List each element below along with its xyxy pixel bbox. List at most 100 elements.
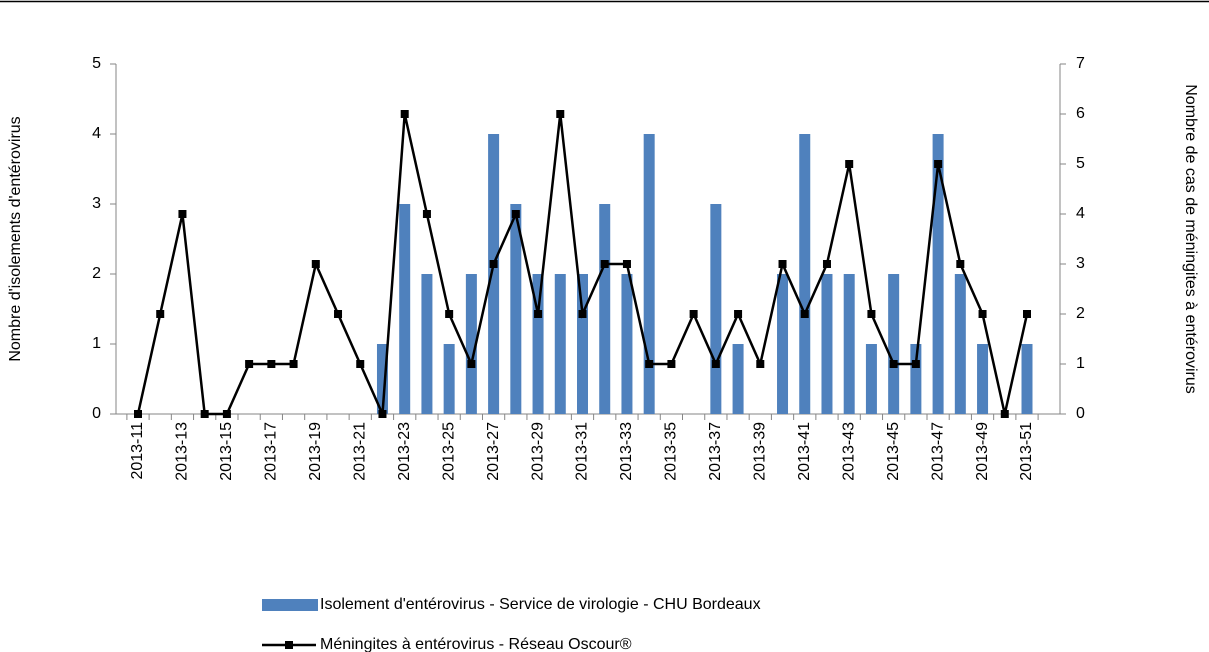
line-marker [489, 260, 498, 268]
line-marker [978, 310, 987, 318]
x-tick-label: 2013-41 [796, 422, 813, 481]
line-marker [1023, 310, 1031, 318]
bar [865, 344, 877, 414]
line-marker [689, 310, 698, 318]
x-tick-label: 2013-11 [129, 422, 146, 480]
line-marker [734, 310, 743, 318]
bar [910, 344, 922, 414]
x-tick-label: 2013-35 [663, 422, 680, 481]
line-marker [511, 210, 520, 218]
line-marker [845, 160, 854, 168]
line-marker [222, 410, 231, 418]
line-marker [600, 260, 609, 268]
y-tick-label: 0 [92, 405, 101, 422]
line-marker [178, 210, 187, 218]
line-marker [200, 410, 209, 418]
line-marker [1000, 410, 1009, 418]
y2-tick-label: 7 [1076, 55, 1085, 72]
x-tick-label: 2013-47 [929, 422, 946, 481]
legend-label: Méningites à entérovirus - Réseau Oscour… [320, 636, 632, 652]
x-tick-label: 2013-49 [974, 422, 991, 481]
y-tick-label: 1 [92, 335, 101, 352]
x-tick-label: 2013-23 [396, 422, 413, 481]
bar [532, 274, 544, 414]
x-tick-label: 2013-15 [218, 422, 235, 481]
bar [1021, 344, 1033, 414]
bar [888, 274, 900, 414]
x-tick-label: 2013-43 [840, 422, 857, 481]
y2-tick-label: 6 [1076, 105, 1085, 122]
line-marker [711, 360, 720, 368]
line-marker [578, 310, 587, 318]
bar [465, 274, 477, 414]
line-marker [645, 360, 654, 368]
x-tick-label: 2013-17 [263, 422, 280, 481]
bar [799, 134, 811, 414]
line-marker [956, 260, 965, 268]
bar [977, 344, 989, 414]
y2-tick-label: 0 [1076, 405, 1085, 422]
x-tick-label: 2013-21 [351, 422, 368, 481]
x-tick-label: 2013-31 [574, 422, 591, 481]
y2-tick-label: 3 [1076, 255, 1085, 272]
line-marker [289, 360, 298, 368]
line-marker [445, 310, 454, 318]
bar [954, 274, 966, 414]
x-tick-label: 2013-19 [307, 422, 324, 481]
y2-axis-title: Nombre de cas de méningites à entéroviru… [1182, 84, 1199, 394]
y-tick-label: 5 [92, 55, 101, 72]
y2-tick-label: 5 [1076, 155, 1085, 172]
line-marker [311, 260, 320, 268]
bar [554, 274, 566, 414]
bar [643, 134, 655, 414]
x-tick-label: 2013-25 [440, 422, 457, 481]
bar [843, 274, 855, 414]
line-marker [889, 360, 898, 368]
bar [777, 274, 789, 414]
y-tick-label: 2 [92, 265, 101, 282]
legend-swatch [262, 599, 318, 611]
line-marker [778, 260, 787, 268]
bar [376, 344, 388, 414]
line-marker [911, 360, 920, 368]
line-marker [934, 160, 943, 168]
line-marker [134, 410, 142, 418]
bar [421, 274, 433, 414]
x-tick-label: 2013-37 [707, 422, 724, 481]
bar [399, 204, 411, 414]
bar [621, 274, 633, 414]
line-marker [622, 260, 631, 268]
y-tick-label: 4 [92, 125, 101, 142]
line-marker [400, 110, 409, 118]
bar [443, 344, 455, 414]
x-tick-label: 2013-27 [485, 422, 502, 481]
y-tick-label: 3 [92, 195, 101, 212]
y2-tick-label: 4 [1076, 205, 1085, 222]
y2-tick-label: 2 [1076, 305, 1085, 322]
bar [821, 274, 833, 414]
bar [599, 204, 611, 414]
line-marker [756, 360, 765, 368]
x-tick-label: 2013-39 [752, 422, 769, 481]
legend-label: Isolement d'entérovirus - Service de vir… [320, 596, 761, 613]
line-marker [822, 260, 831, 268]
line-marker [467, 360, 476, 368]
bar [510, 204, 522, 414]
bar [710, 204, 722, 414]
bar [577, 274, 588, 414]
y-axis-title: Nombre d'isolements d'entérovirus [7, 116, 24, 361]
bar [488, 134, 500, 414]
x-tick-label: 2013-33 [618, 422, 635, 481]
line-marker [156, 310, 165, 318]
y2-tick-label: 1 [1076, 355, 1085, 372]
x-tick-label: 2013-13 [174, 422, 191, 481]
line-marker [267, 360, 276, 368]
line-marker [556, 110, 565, 118]
line-marker [356, 360, 365, 368]
bar [732, 344, 744, 414]
line-marker [800, 310, 809, 318]
bar [932, 134, 944, 414]
line-marker [378, 410, 387, 418]
x-tick-label: 2013-45 [885, 422, 902, 481]
